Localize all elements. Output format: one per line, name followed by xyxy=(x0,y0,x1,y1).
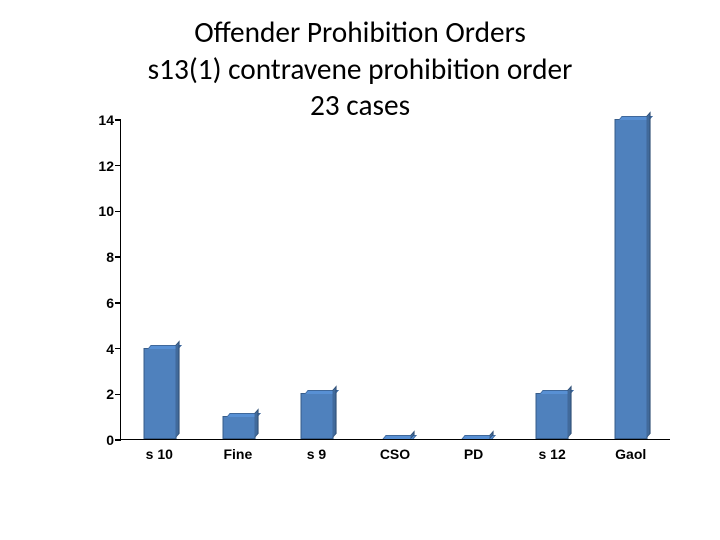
bar-slot xyxy=(513,120,591,439)
x-axis-label: CSO xyxy=(356,446,435,462)
bar-slot xyxy=(356,120,434,439)
x-axis-label: Fine xyxy=(199,446,278,462)
bar-slot xyxy=(199,120,277,439)
y-tick xyxy=(115,302,121,304)
y-tick xyxy=(115,394,121,396)
bar xyxy=(144,348,177,439)
x-axis-label: s 9 xyxy=(277,446,356,462)
x-axis-label: s 10 xyxy=(120,446,199,462)
y-axis-label: 4 xyxy=(106,341,114,357)
x-axis-label: PD xyxy=(434,446,513,462)
plot-area xyxy=(120,120,670,440)
x-axis-label: Gaol xyxy=(591,446,670,462)
bar xyxy=(536,393,569,439)
bar-slot xyxy=(121,120,199,439)
title-line-1: Offender Prohibition Orders xyxy=(0,14,720,51)
title-line-2: s13(1) contravene prohibition order xyxy=(0,51,720,88)
bar xyxy=(222,416,255,439)
y-tick xyxy=(115,211,121,213)
bar-chart: 02468101214 s 10Fines 9CSOPDs 12Gaol xyxy=(80,120,670,480)
y-tick xyxy=(115,119,121,121)
bar-slot xyxy=(435,120,513,439)
y-axis-label: 2 xyxy=(106,386,114,402)
page-root: Offender Prohibition Orders s13(1) contr… xyxy=(0,0,720,540)
y-tick xyxy=(115,256,121,258)
x-axis-labels: s 10Fines 9CSOPDs 12Gaol xyxy=(120,446,670,476)
y-axis-label: 10 xyxy=(98,203,114,219)
chart-title: Offender Prohibition Orders s13(1) contr… xyxy=(0,14,720,124)
y-axis-label: 14 xyxy=(98,112,114,128)
y-axis-label: 8 xyxy=(106,249,114,265)
bar xyxy=(614,119,647,439)
y-axis-label: 6 xyxy=(106,295,114,311)
y-tick xyxy=(115,348,121,350)
y-axis-label: 12 xyxy=(98,158,114,174)
y-axis-labels: 02468101214 xyxy=(80,120,120,440)
bar-slot xyxy=(278,120,356,439)
bars-layer xyxy=(121,120,670,439)
y-tick xyxy=(115,439,121,441)
bar-slot xyxy=(592,120,670,439)
y-axis-label: 0 xyxy=(106,432,114,448)
y-tick xyxy=(115,165,121,167)
bar xyxy=(301,393,334,439)
x-axis-label: s 12 xyxy=(513,446,592,462)
